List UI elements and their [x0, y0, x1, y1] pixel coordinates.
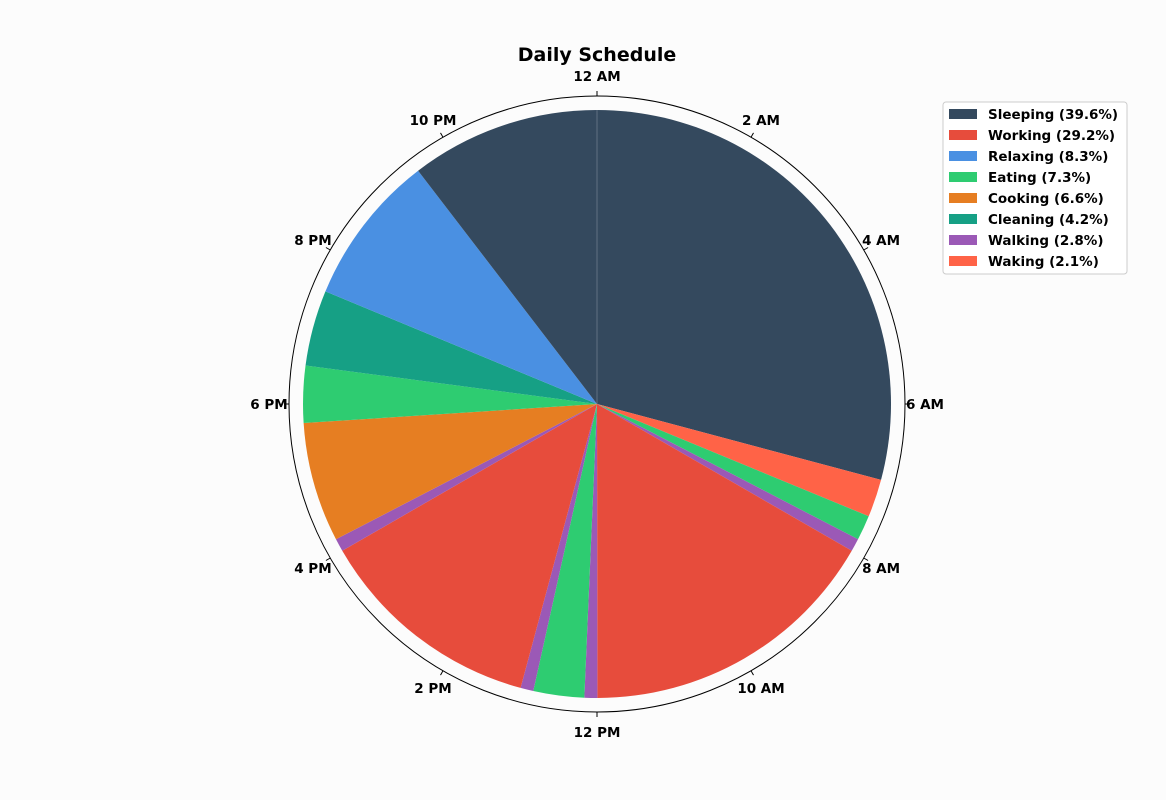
clock-label: 2 PM [414, 681, 451, 697]
legend-swatch-walking [949, 235, 977, 245]
clock-label: 4 PM [294, 561, 331, 577]
pie-slice-cleaning-12 [305, 291, 597, 404]
clock-label: 8 AM [862, 561, 900, 577]
pie-slice-eating-2 [597, 404, 869, 540]
pie-slice-waking-1 [597, 404, 882, 517]
pie-slice-walking-3 [597, 404, 859, 551]
pie-slice-sleeping-14 [418, 110, 597, 404]
pie-slice-walking-7 [520, 404, 597, 692]
clock-tick [863, 557, 869, 561]
legend: Sleeping (39.6%) Working (29.2%) Relaxing … [942, 101, 1128, 275]
legend-label-cleaning: Cleaning (4.2%) [988, 212, 1109, 228]
clock-ticks [284, 91, 910, 717]
legend-label-walking: Walking (2.8%) [988, 233, 1104, 249]
clock-tick [440, 670, 444, 676]
pie-slice-eating-6 [533, 404, 597, 698]
legend-swatch-sleeping [949, 109, 977, 119]
clock-tick [750, 132, 754, 138]
pie-slice-walking-5 [584, 404, 598, 699]
clock-label: 4 AM [862, 233, 900, 249]
pie-slice-walking-9 [335, 404, 597, 551]
clock-tick [440, 132, 444, 138]
clock-label: 6 AM [906, 397, 944, 413]
pie-slice-eating-11 [303, 365, 597, 424]
legend-swatch-cooking [949, 193, 977, 203]
legend-label-working: Working (29.2%) [988, 128, 1115, 144]
clock-label: 10 PM [410, 113, 457, 129]
clock-labels: 12 AM 2 AM 4 AM 6 AM 8 AM 10 AM 12 PM 2 PM 4 PM 6… [250, 69, 944, 741]
clock-label: 12 AM [573, 69, 620, 85]
clock-tick [325, 557, 331, 561]
legend-label-eating: Eating (7.3%) [988, 170, 1091, 186]
chart-title: Daily Schedule [518, 44, 677, 66]
legend-swatch-relaxing [949, 151, 977, 161]
pie-slice-relaxing-13 [325, 170, 597, 404]
clock-label: 12 PM [574, 725, 621, 741]
pie-slice-working-4 [597, 404, 852, 698]
pie-slice-working-8 [342, 404, 597, 688]
legend-label-waking: Waking (2.1%) [988, 254, 1099, 270]
legend-label-cooking: Cooking (6.6%) [988, 191, 1104, 207]
pie-slice-sleeping-0 [597, 110, 892, 480]
legend-swatch-eating [949, 172, 977, 182]
clock-label: 6 PM [250, 397, 287, 413]
pie-slices [303, 110, 892, 699]
clock-label: 2 AM [742, 113, 780, 129]
clock-tick [863, 247, 869, 251]
legend-swatch-waking [949, 256, 977, 266]
legend-swatch-cleaning [949, 214, 977, 224]
clock-label: 10 AM [737, 681, 784, 697]
legend-frame [942, 101, 1128, 275]
pie-slice-cooking-10 [303, 404, 597, 540]
clock-tick [750, 670, 754, 676]
legend-label-sleeping: Sleeping (39.6%) [988, 107, 1118, 123]
legend-swatch-working [949, 130, 977, 140]
legend-label-relaxing: Relaxing (8.3%) [988, 149, 1108, 165]
clock-tick [325, 247, 331, 251]
clock-label: 8 PM [294, 233, 331, 249]
